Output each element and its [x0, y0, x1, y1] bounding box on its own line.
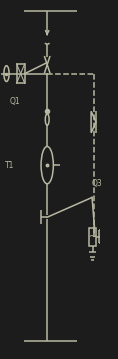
Text: T1: T1 [5, 160, 14, 170]
Text: ~: ~ [89, 232, 97, 242]
Bar [17, 64, 25, 83]
Text: Q3: Q3 [92, 180, 103, 188]
Bar [89, 228, 96, 246]
Text: Q1: Q1 [9, 97, 20, 106]
